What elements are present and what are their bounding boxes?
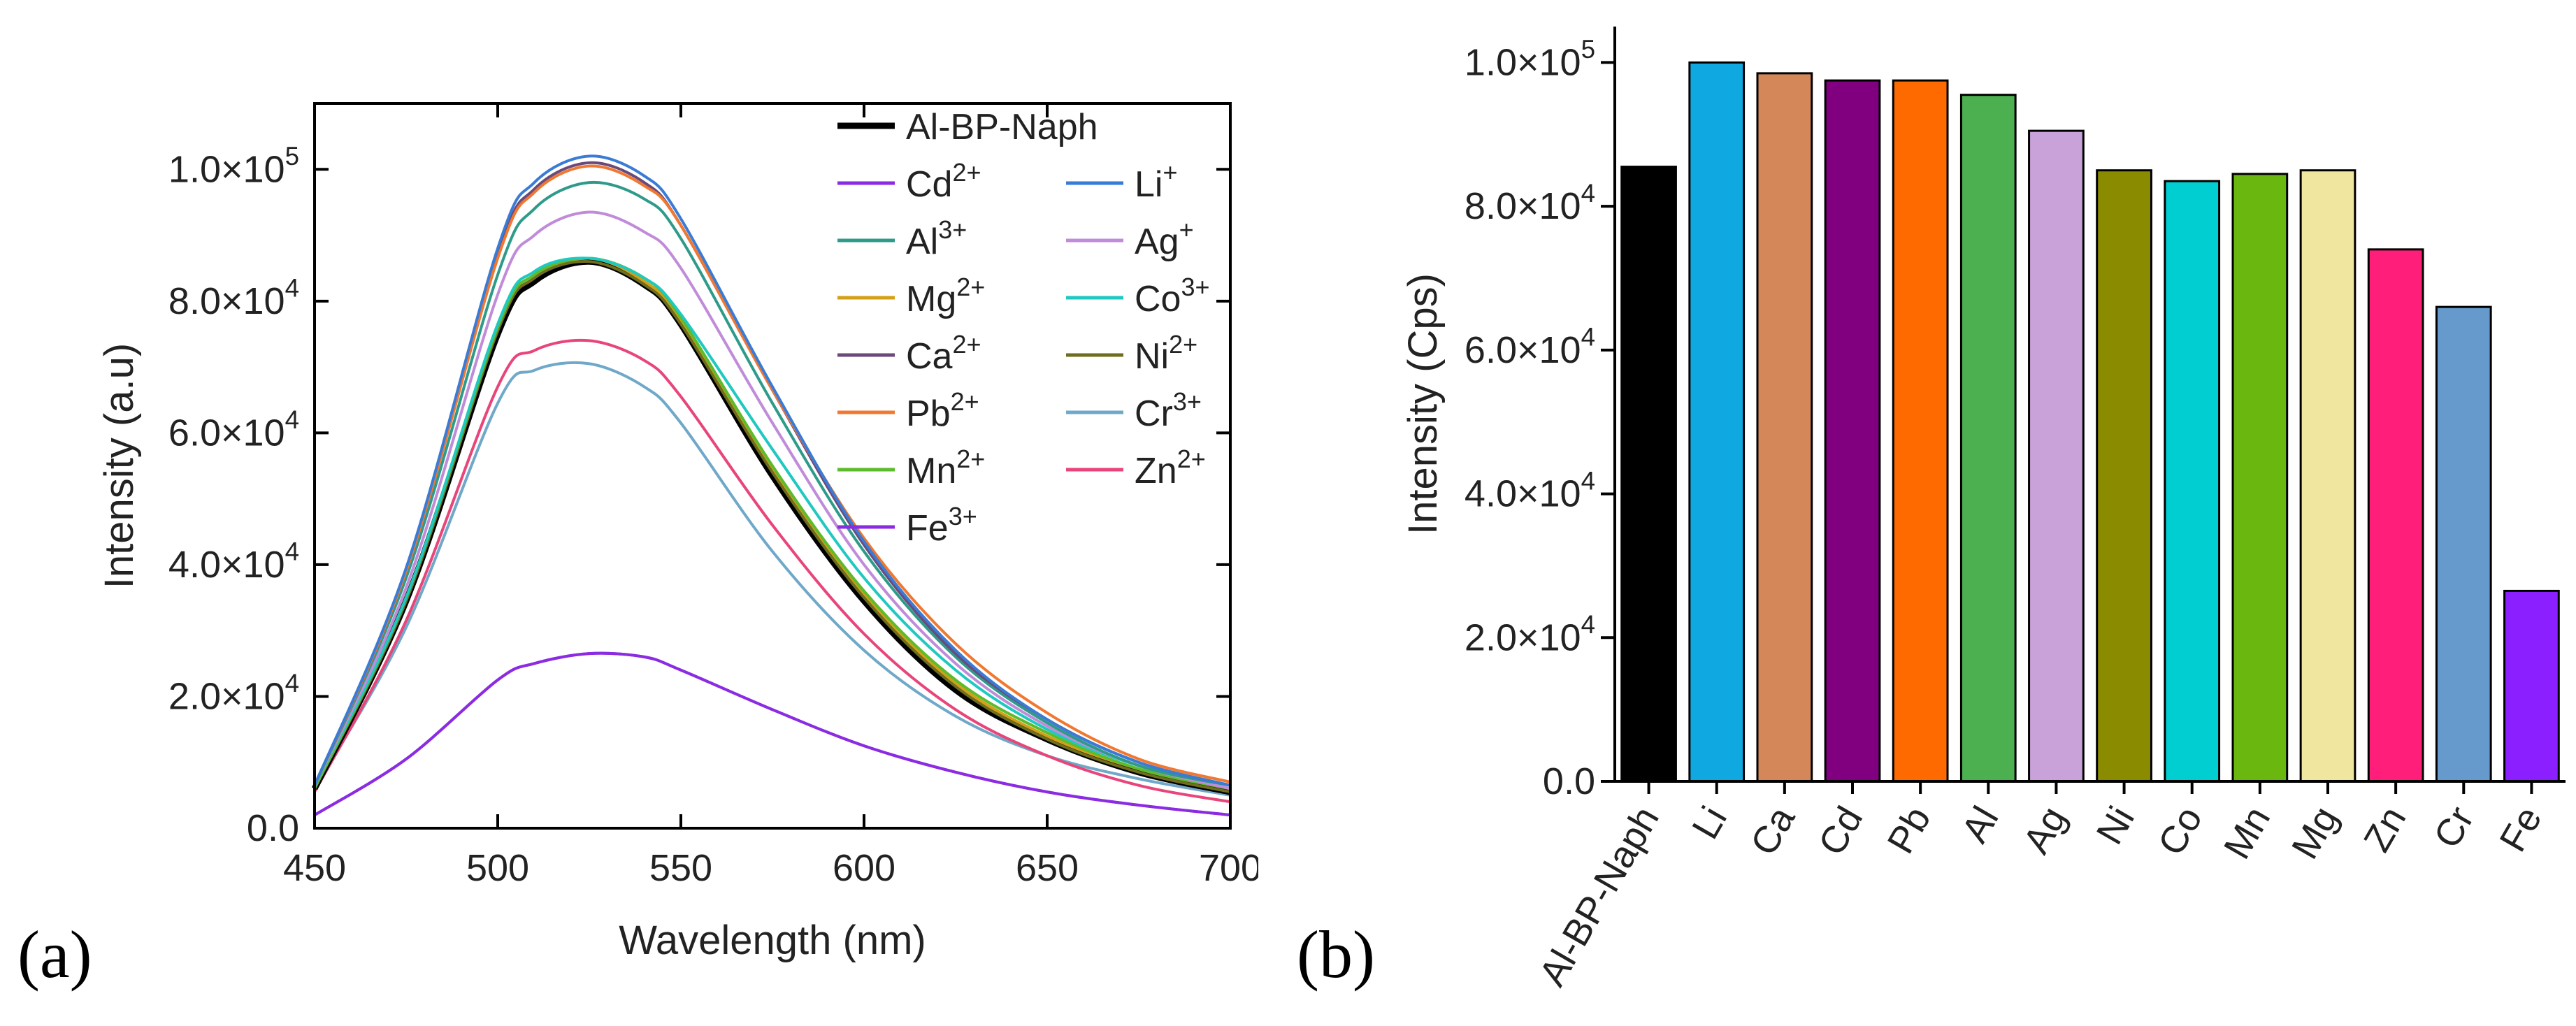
x-tick-label: Ni bbox=[2089, 800, 2143, 851]
bar-al-bp-naph bbox=[1620, 166, 1677, 783]
series-line-li bbox=[313, 154, 1231, 787]
y-tick-label: 4.0×104 bbox=[1465, 466, 1595, 514]
legend-label: Mn2+ bbox=[906, 445, 985, 491]
legend-label: Fe3+ bbox=[906, 502, 977, 549]
series-line-al bbox=[313, 180, 1231, 787]
y-tick-label: 0.0 bbox=[247, 807, 299, 849]
series-line-fe bbox=[313, 651, 1231, 817]
y-tick-label: 6.0×104 bbox=[168, 405, 299, 454]
y-tick-label: 0.0 bbox=[1543, 760, 1595, 802]
bar-co bbox=[2164, 180, 2221, 783]
x-tick-label: Co bbox=[2150, 800, 2210, 862]
series-line-cd bbox=[313, 651, 1231, 817]
legend-label: Pb2+ bbox=[906, 387, 979, 434]
panel-label-b: (b) bbox=[1297, 917, 1375, 992]
x-tick-label: Ag bbox=[2015, 800, 2075, 860]
legend-label: Al-BP-Naph bbox=[906, 107, 1098, 147]
legend-label: Ni2+ bbox=[1135, 330, 1197, 377]
chart-b: Al-BP-Naph Li Ca Cd Pb Al Ag Ni Co Mn Mg Zn Cr Fe 0.0 2… bbox=[1400, 27, 2566, 993]
bar-ag bbox=[2028, 129, 2085, 783]
series-line-co bbox=[313, 256, 1231, 787]
bar-li bbox=[1688, 61, 1746, 783]
bar-cr bbox=[2435, 305, 2492, 783]
series-line-pb bbox=[313, 164, 1231, 786]
x-tick-label: Fe bbox=[2491, 800, 2549, 859]
legend-label: Zn2+ bbox=[1135, 445, 1206, 491]
bar-zn bbox=[2367, 248, 2424, 783]
legend-label: Ca2+ bbox=[906, 330, 981, 377]
legend-label: Mg2+ bbox=[906, 273, 985, 319]
x-tick-label: Cd bbox=[1811, 800, 1871, 862]
bar-fe bbox=[2503, 589, 2560, 783]
y-tick-label: 8.0×104 bbox=[1465, 179, 1595, 227]
bar-mn bbox=[2231, 173, 2289, 783]
y-tick-label: 4.0×104 bbox=[168, 537, 299, 586]
bar-ni bbox=[2096, 169, 2152, 783]
series-line-ag bbox=[313, 210, 1231, 790]
legend-label: Li+ bbox=[1135, 158, 1178, 205]
x-tick-label: Pb bbox=[1880, 800, 1939, 860]
legend-label: Co3+ bbox=[1135, 273, 1210, 319]
x-tick-label: Li bbox=[1684, 800, 1735, 846]
x-tick-label: 700 bbox=[1199, 847, 1258, 889]
x-tick-label: Zn bbox=[2356, 800, 2414, 859]
bar-pb bbox=[1892, 79, 1949, 783]
series-line-zn bbox=[313, 338, 1231, 804]
x-tick-label: 450 bbox=[283, 847, 346, 889]
chart-a: 450 500 550 600 650 700 0.0 2.0×104 4.0×104 6.0×1… bbox=[96, 102, 1258, 963]
bar-ca bbox=[1756, 72, 1813, 783]
x-tick-label: Al bbox=[1954, 800, 2007, 850]
bar-al bbox=[1959, 94, 2017, 783]
legend: Al-BP-Naph Cd2+ Li+ Al3+ Ag+ Mg2+ Co3+ Ca2+ Ni2+… bbox=[837, 107, 1210, 549]
y-axis-label: Intensity (a.u) bbox=[96, 343, 142, 588]
y-tick-label: 6.0×104 bbox=[1465, 323, 1595, 371]
x-tick-label: Ca bbox=[1743, 799, 1804, 862]
x-tick-label: Cr bbox=[2426, 800, 2482, 855]
legend-label: Cr3+ bbox=[1135, 387, 1202, 434]
y-tick-label: 8.0×104 bbox=[168, 274, 299, 322]
y-tick-label: 2.0×104 bbox=[168, 669, 299, 717]
legend-label: Ag+ bbox=[1135, 215, 1194, 262]
x-tick-label: 650 bbox=[1016, 847, 1079, 889]
x-tick-label: 600 bbox=[833, 847, 895, 889]
x-tick-label: Al-BP-Naph bbox=[1531, 800, 1667, 993]
legend-label: Cd2+ bbox=[906, 158, 981, 205]
x-tick-label: Mn bbox=[2216, 800, 2278, 866]
panel-label-a: (a) bbox=[17, 917, 92, 992]
bar-mg bbox=[2299, 169, 2356, 783]
plot-frame bbox=[313, 102, 1232, 830]
y-tick-label: 2.0×104 bbox=[1465, 610, 1595, 658]
y-tick-label: 1.0×105 bbox=[168, 142, 299, 190]
legend-label: Al3+ bbox=[906, 215, 967, 262]
x-axis-label: Wavelength (nm) bbox=[619, 918, 926, 963]
x-tick-label: 550 bbox=[649, 847, 712, 889]
y-axis-label: Intensity (Cps) bbox=[1400, 273, 1446, 535]
y-tick-label: 1.0×105 bbox=[1465, 35, 1595, 83]
x-tick-label: 500 bbox=[466, 847, 529, 889]
x-tick-label: Mg bbox=[2284, 800, 2346, 866]
bar-cd bbox=[1824, 79, 1881, 783]
